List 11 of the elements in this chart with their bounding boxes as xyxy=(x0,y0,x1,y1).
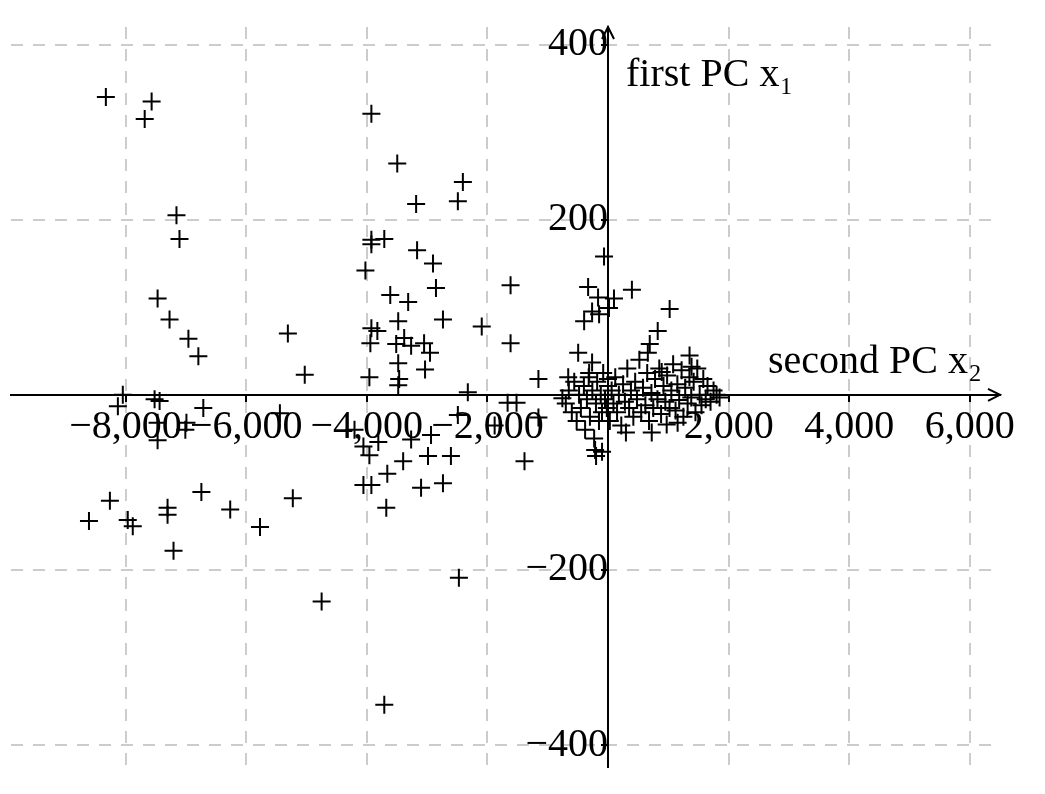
y-tick-label: 400 xyxy=(548,19,609,65)
y-tick-label: 200 xyxy=(548,194,609,240)
y-tick-label: −400 xyxy=(525,719,609,765)
x-tick-label: −6,000 xyxy=(189,402,303,448)
x-tick-label: 6,000 xyxy=(924,402,1015,448)
y-axis-title: first PC x₁ xyxy=(626,49,794,95)
x-axis-title: second PC x₂ xyxy=(768,337,982,383)
y-tick-label: −200 xyxy=(525,544,609,590)
x-tick-label: 2,000 xyxy=(683,402,774,448)
x-tick-label: −4,000 xyxy=(310,402,424,448)
x-tick-label: 4,000 xyxy=(804,402,895,448)
